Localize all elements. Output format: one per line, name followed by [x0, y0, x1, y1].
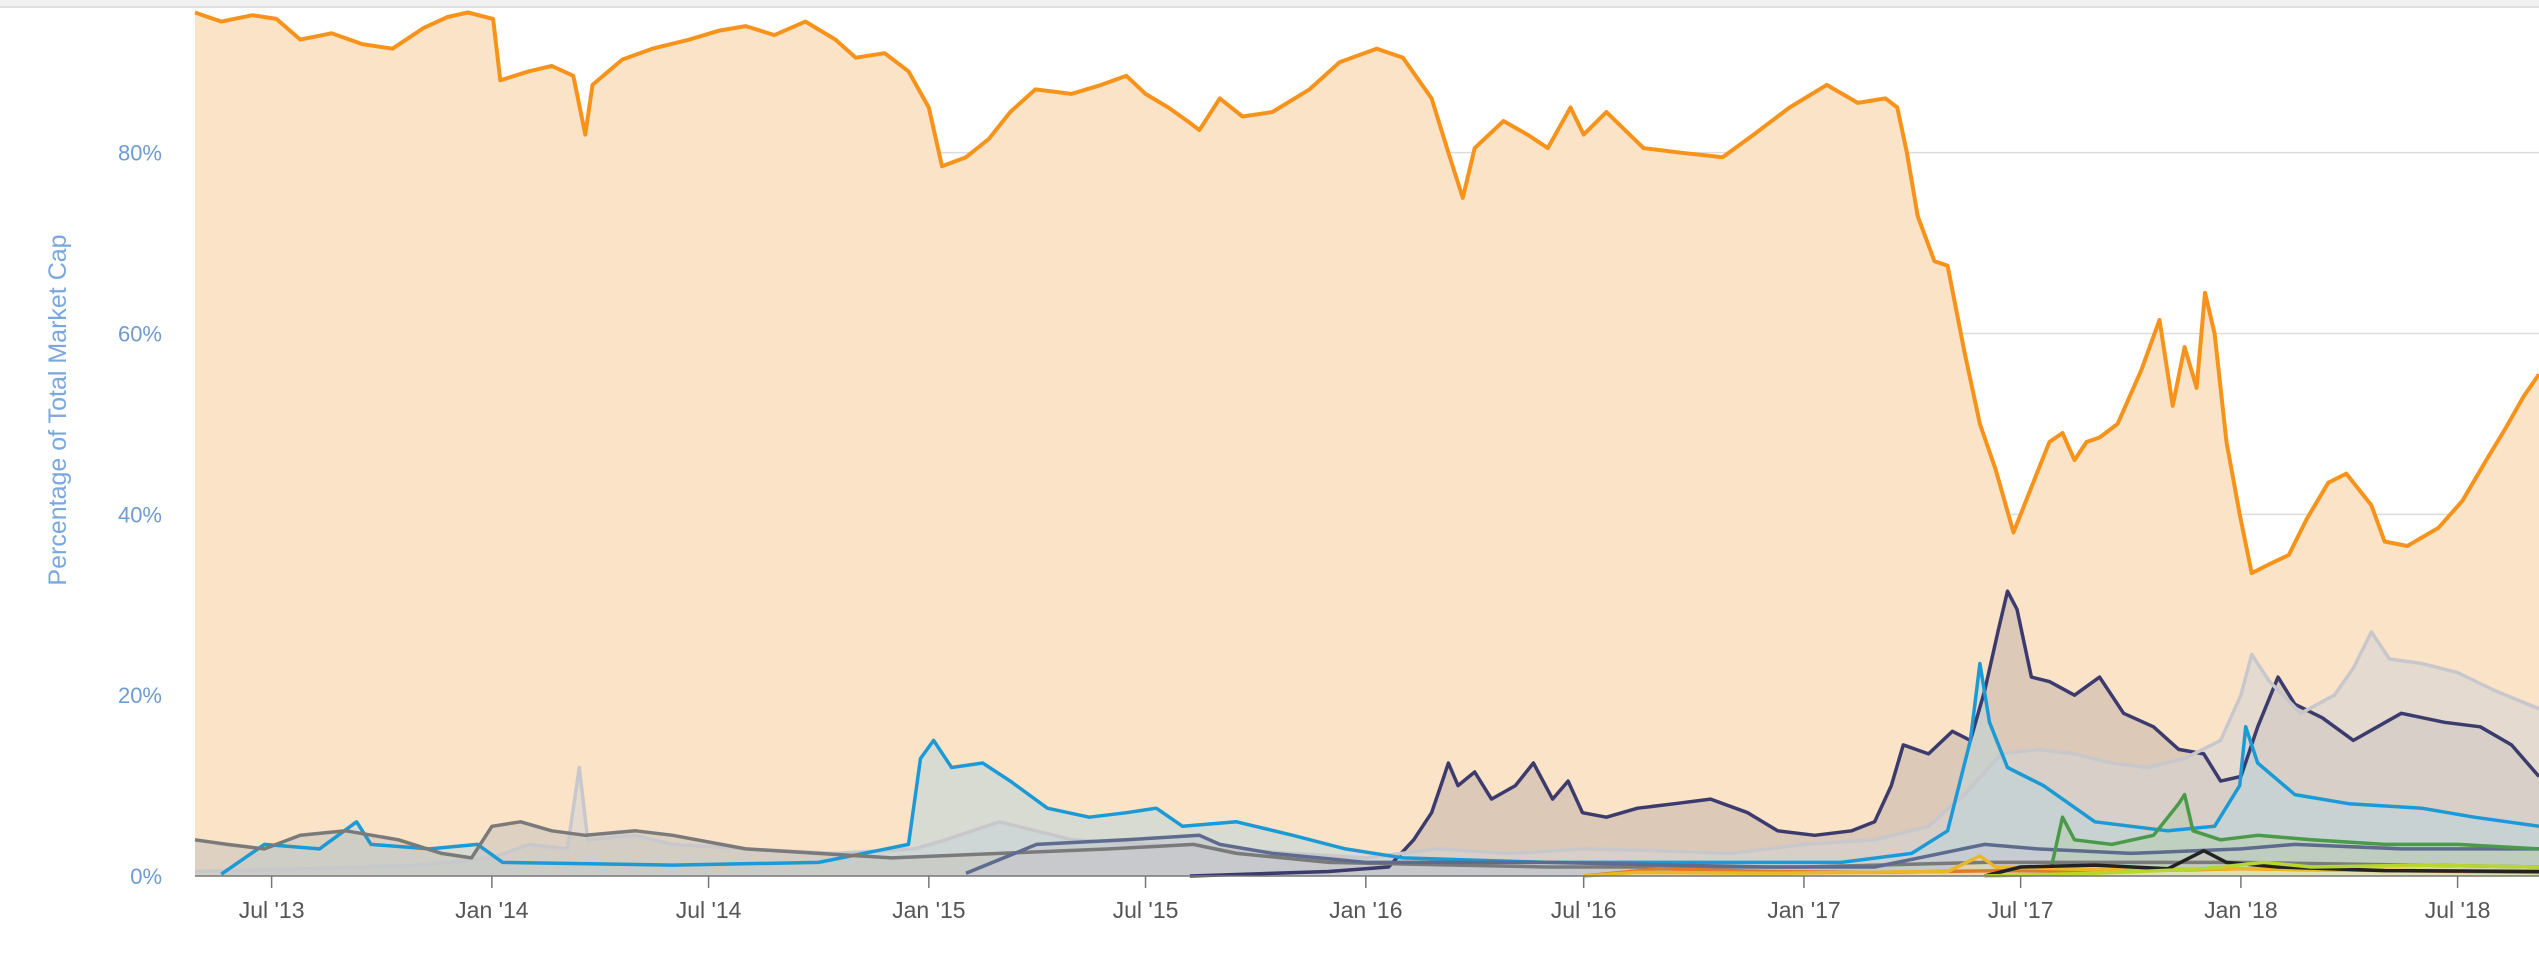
y-tick-label: 20% — [118, 683, 162, 708]
x-tick-label: Jan '15 — [892, 897, 965, 923]
x-tick-label: Jul '15 — [1113, 897, 1179, 923]
series-line-6 — [2047, 792, 2539, 877]
top-rule — [0, 0, 2539, 8]
x-tick-label: Jul '16 — [1551, 897, 1617, 923]
series-line-9 — [1984, 848, 2539, 878]
series-line-4 — [194, 820, 2539, 869]
series-area-3 — [221, 663, 2539, 876]
x-tick-label: Jan '18 — [2204, 897, 2277, 923]
series-line-10 — [1984, 860, 2539, 878]
x-tick-label: Jul '14 — [676, 897, 742, 923]
y-tick-label: 0% — [130, 864, 162, 889]
series-line-5 — [965, 833, 2539, 875]
y-tick-label: 40% — [118, 502, 162, 527]
x-tick-label: Jul '17 — [1988, 897, 2054, 923]
series-line-2 — [194, 630, 2539, 874]
series-line-1 — [1189, 589, 2539, 878]
series-line-3 — [220, 661, 2539, 876]
x-tick-label: Jan '14 — [455, 897, 529, 923]
y-axis-title: Percentage of Total Market Cap — [44, 234, 72, 585]
y-tick-label: 80% — [118, 141, 162, 166]
x-tick-label: Jul '13 — [239, 897, 305, 923]
x-tick-label: Jan '16 — [1329, 897, 1402, 923]
series-line-0 — [194, 10, 2539, 576]
x-axis-ticks: Jul '13 Jan '14 Jul '14 Jan '15 Jul '15 Jan '… — [239, 876, 2491, 923]
y-axis-ticks: 0% 20% 40% 60% 80% — [118, 141, 162, 889]
series-area-0 — [195, 12, 2539, 876]
series-lines — [194, 10, 2539, 878]
y-tick-label: 60% — [118, 322, 162, 347]
x-tick-label: Jul '18 — [2425, 897, 2491, 923]
x-tick-label: Jan '17 — [1767, 897, 1840, 923]
